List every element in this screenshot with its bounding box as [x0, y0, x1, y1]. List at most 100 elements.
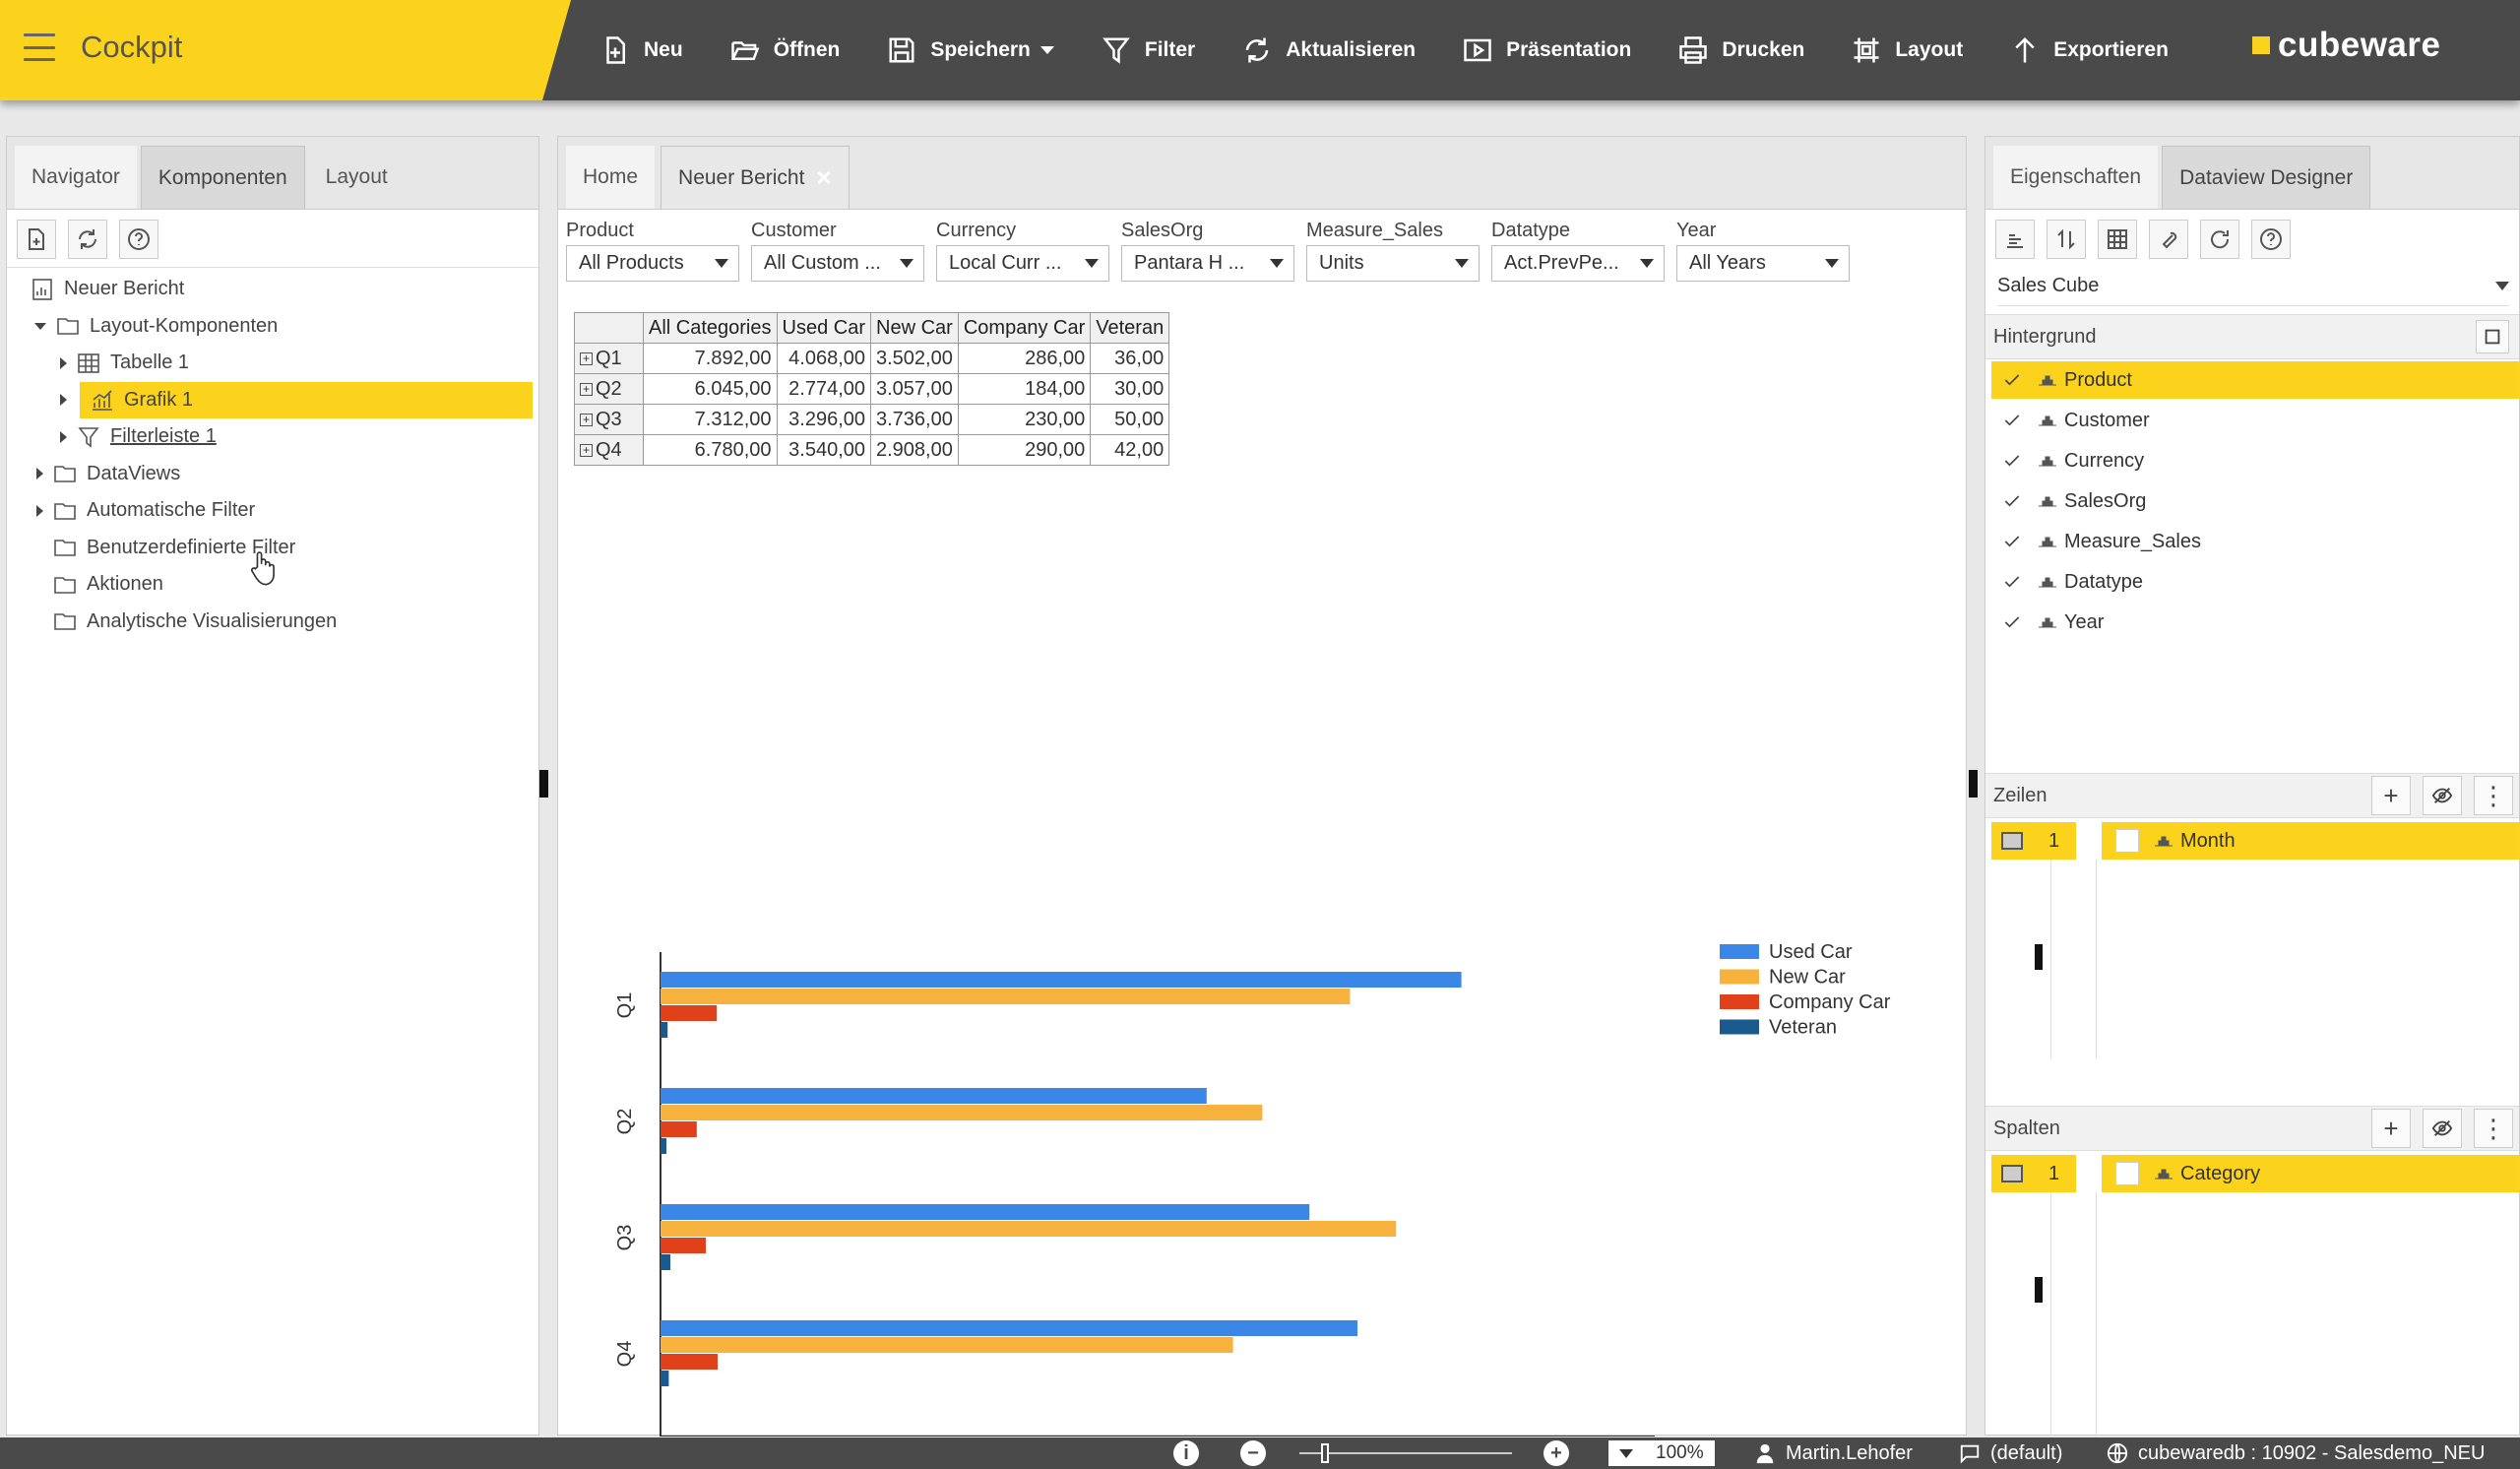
- checkmark-icon[interactable]: [2001, 611, 2023, 633]
- collapse-arrow-icon[interactable]: [36, 468, 43, 480]
- tab-home[interactable]: Home: [566, 146, 656, 209]
- bar-q2-company-car[interactable]: [661, 1121, 697, 1137]
- bar-q1-company-car[interactable]: [661, 1005, 718, 1021]
- tree-item-layout-components[interactable]: Layout-Komponenten: [7, 308, 538, 346]
- columns-axis-item[interactable]: 1 Category: [1991, 1155, 2519, 1192]
- dimension-item-product[interactable]: Product: [1991, 361, 2519, 399]
- tree-item-table1[interactable]: Tabelle 1: [7, 345, 538, 382]
- row-header-cell[interactable]: + Q1: [574, 343, 644, 374]
- checkmark-icon[interactable]: [2001, 571, 2023, 593]
- cube-select[interactable]: Sales Cube: [1997, 267, 2509, 306]
- help-button[interactable]: [119, 220, 158, 259]
- tab-komponenten[interactable]: Komponenten: [140, 146, 305, 209]
- add-column-button[interactable]: +: [2371, 1109, 2411, 1148]
- tab-layout[interactable]: Layout: [325, 165, 388, 188]
- bar-q4-company-car[interactable]: [661, 1354, 718, 1370]
- save-dropdown-icon[interactable]: [1040, 46, 1054, 54]
- hide-columns-button[interactable]: [2423, 1109, 2462, 1148]
- zoom-select[interactable]: 100%: [1608, 1440, 1715, 1466]
- dimension-item-customer[interactable]: Customer: [1991, 402, 2519, 439]
- tree-item-auto-filter[interactable]: Automatische Filter: [7, 492, 538, 530]
- row-header-cell[interactable]: + Q4: [574, 434, 644, 466]
- rows-axis-item[interactable]: 1 Month: [1991, 822, 2519, 860]
- row-header-cell[interactable]: + Q3: [574, 404, 644, 435]
- expand-arrow-icon[interactable]: [34, 322, 46, 330]
- tab-eigenschaften[interactable]: Eigenschaften: [1993, 146, 2159, 209]
- tab-neuer-bericht[interactable]: Neuer Bericht ×: [661, 146, 850, 209]
- layout-button[interactable]: Layout: [1852, 35, 1963, 65]
- background-toggle-button[interactable]: [2476, 320, 2509, 353]
- hamburger-menu-icon[interactable]: [24, 33, 55, 61]
- bar-q2-used-car[interactable]: [661, 1088, 1207, 1104]
- columns-more-button[interactable]: ⋮: [2474, 1109, 2513, 1148]
- tree-item-chart1[interactable]: Grafik 1: [60, 381, 533, 418]
- bar-q3-used-car[interactable]: [661, 1204, 1310, 1220]
- column-checkbox[interactable]: [2115, 1162, 2139, 1185]
- collapse-arrow-icon[interactable]: [60, 356, 67, 369]
- filter-select[interactable]: Units: [1306, 245, 1480, 282]
- new-button[interactable]: Neu: [600, 35, 683, 65]
- checkmark-icon[interactable]: [2001, 531, 2023, 552]
- bar-q3-new-car[interactable]: [661, 1221, 1397, 1237]
- swap-axes-button[interactable]: [2047, 220, 2086, 259]
- close-tab-icon[interactable]: ×: [816, 162, 832, 192]
- filter-button[interactable]: Filter: [1102, 35, 1195, 65]
- splitter-grip-left[interactable]: [539, 770, 548, 798]
- reload-button[interactable]: [68, 220, 107, 259]
- tree-item-filterbar1[interactable]: Filterleiste 1: [7, 418, 538, 456]
- zoom-in-icon[interactable]: +: [1544, 1440, 1569, 1466]
- filter-select[interactable]: All Custom ...: [751, 245, 924, 282]
- bar-q2-new-car[interactable]: [661, 1105, 1263, 1120]
- filter-select[interactable]: Pantara H ...: [1121, 245, 1294, 282]
- presentation-button[interactable]: Präsentation: [1463, 35, 1631, 65]
- rows-more-button[interactable]: ⋮: [2474, 776, 2513, 815]
- tree-item-report[interactable]: Neuer Bericht: [7, 271, 538, 308]
- checkmark-icon[interactable]: [2001, 369, 2023, 391]
- export-button[interactable]: Exportieren: [2010, 35, 2169, 65]
- checkmark-icon[interactable]: [2001, 450, 2023, 472]
- columns-resize-grip[interactable]: [2035, 1277, 2043, 1303]
- collapse-arrow-icon[interactable]: [60, 430, 67, 443]
- bar-q1-new-car[interactable]: [661, 989, 1351, 1004]
- checkmark-icon[interactable]: [2001, 490, 2023, 512]
- zoom-slider[interactable]: [1299, 1452, 1512, 1454]
- dimension-item-measure-sales[interactable]: Measure_Sales: [1991, 523, 2519, 560]
- tab-dataview-designer[interactable]: Dataview Designer: [2162, 146, 2371, 209]
- tree-item-dataviews[interactable]: DataViews: [7, 456, 538, 493]
- refresh-button[interactable]: Aktualisieren: [1242, 35, 1416, 65]
- expand-plus-icon[interactable]: +: [580, 382, 593, 396]
- filter-select[interactable]: Local Curr ...: [936, 245, 1109, 282]
- expand-plus-icon[interactable]: +: [580, 443, 593, 457]
- rows-resize-grip[interactable]: [2035, 944, 2043, 970]
- designer-help-button[interactable]: [2251, 220, 2291, 259]
- bar-q4-used-car[interactable]: [661, 1320, 1357, 1336]
- sort-button[interactable]: [1995, 220, 2035, 259]
- open-button[interactable]: Öffnen: [730, 35, 840, 65]
- expand-plus-icon[interactable]: +: [580, 413, 593, 426]
- row-checkbox[interactable]: [2115, 829, 2139, 853]
- filter-select[interactable]: All Years: [1676, 245, 1850, 282]
- bar-q2-veteran[interactable]: [661, 1138, 666, 1154]
- dimension-item-datatype[interactable]: Datatype: [1991, 563, 2519, 601]
- bar-chart[interactable]: Q1Q2Q3Q40,001.000,002.000,003.000,004.00…: [558, 865, 1966, 1437]
- zoom-out-icon[interactable]: −: [1240, 1440, 1266, 1466]
- row-field-month[interactable]: Month: [2102, 822, 2519, 860]
- dimension-item-salesorg[interactable]: SalesOrg: [1991, 482, 2519, 520]
- tab-navigator[interactable]: Navigator: [15, 146, 137, 209]
- zoom-slider-thumb[interactable]: [1321, 1443, 1329, 1463]
- filter-select[interactable]: All Products: [566, 245, 739, 282]
- row-header-cell[interactable]: + Q2: [574, 373, 644, 405]
- bar-q3-veteran[interactable]: [661, 1254, 670, 1270]
- tree-item-actions[interactable]: Aktionen: [7, 566, 538, 604]
- bar-q3-company-car[interactable]: [661, 1238, 706, 1253]
- tree-item-custom-filter[interactable]: Benutzerdefinierte Filter: [7, 530, 538, 567]
- checkmark-icon[interactable]: [2001, 410, 2023, 431]
- add-row-button[interactable]: +: [2371, 776, 2411, 815]
- bar-q4-new-car[interactable]: [661, 1337, 1233, 1353]
- print-button[interactable]: Drucken: [1678, 35, 1804, 65]
- bar-q4-veteran[interactable]: [661, 1371, 669, 1386]
- dimension-item-currency[interactable]: Currency: [1991, 442, 2519, 479]
- settings-button[interactable]: [2149, 220, 2188, 259]
- column-field-category[interactable]: Category: [2102, 1155, 2519, 1192]
- save-button[interactable]: Speichern: [887, 35, 1054, 65]
